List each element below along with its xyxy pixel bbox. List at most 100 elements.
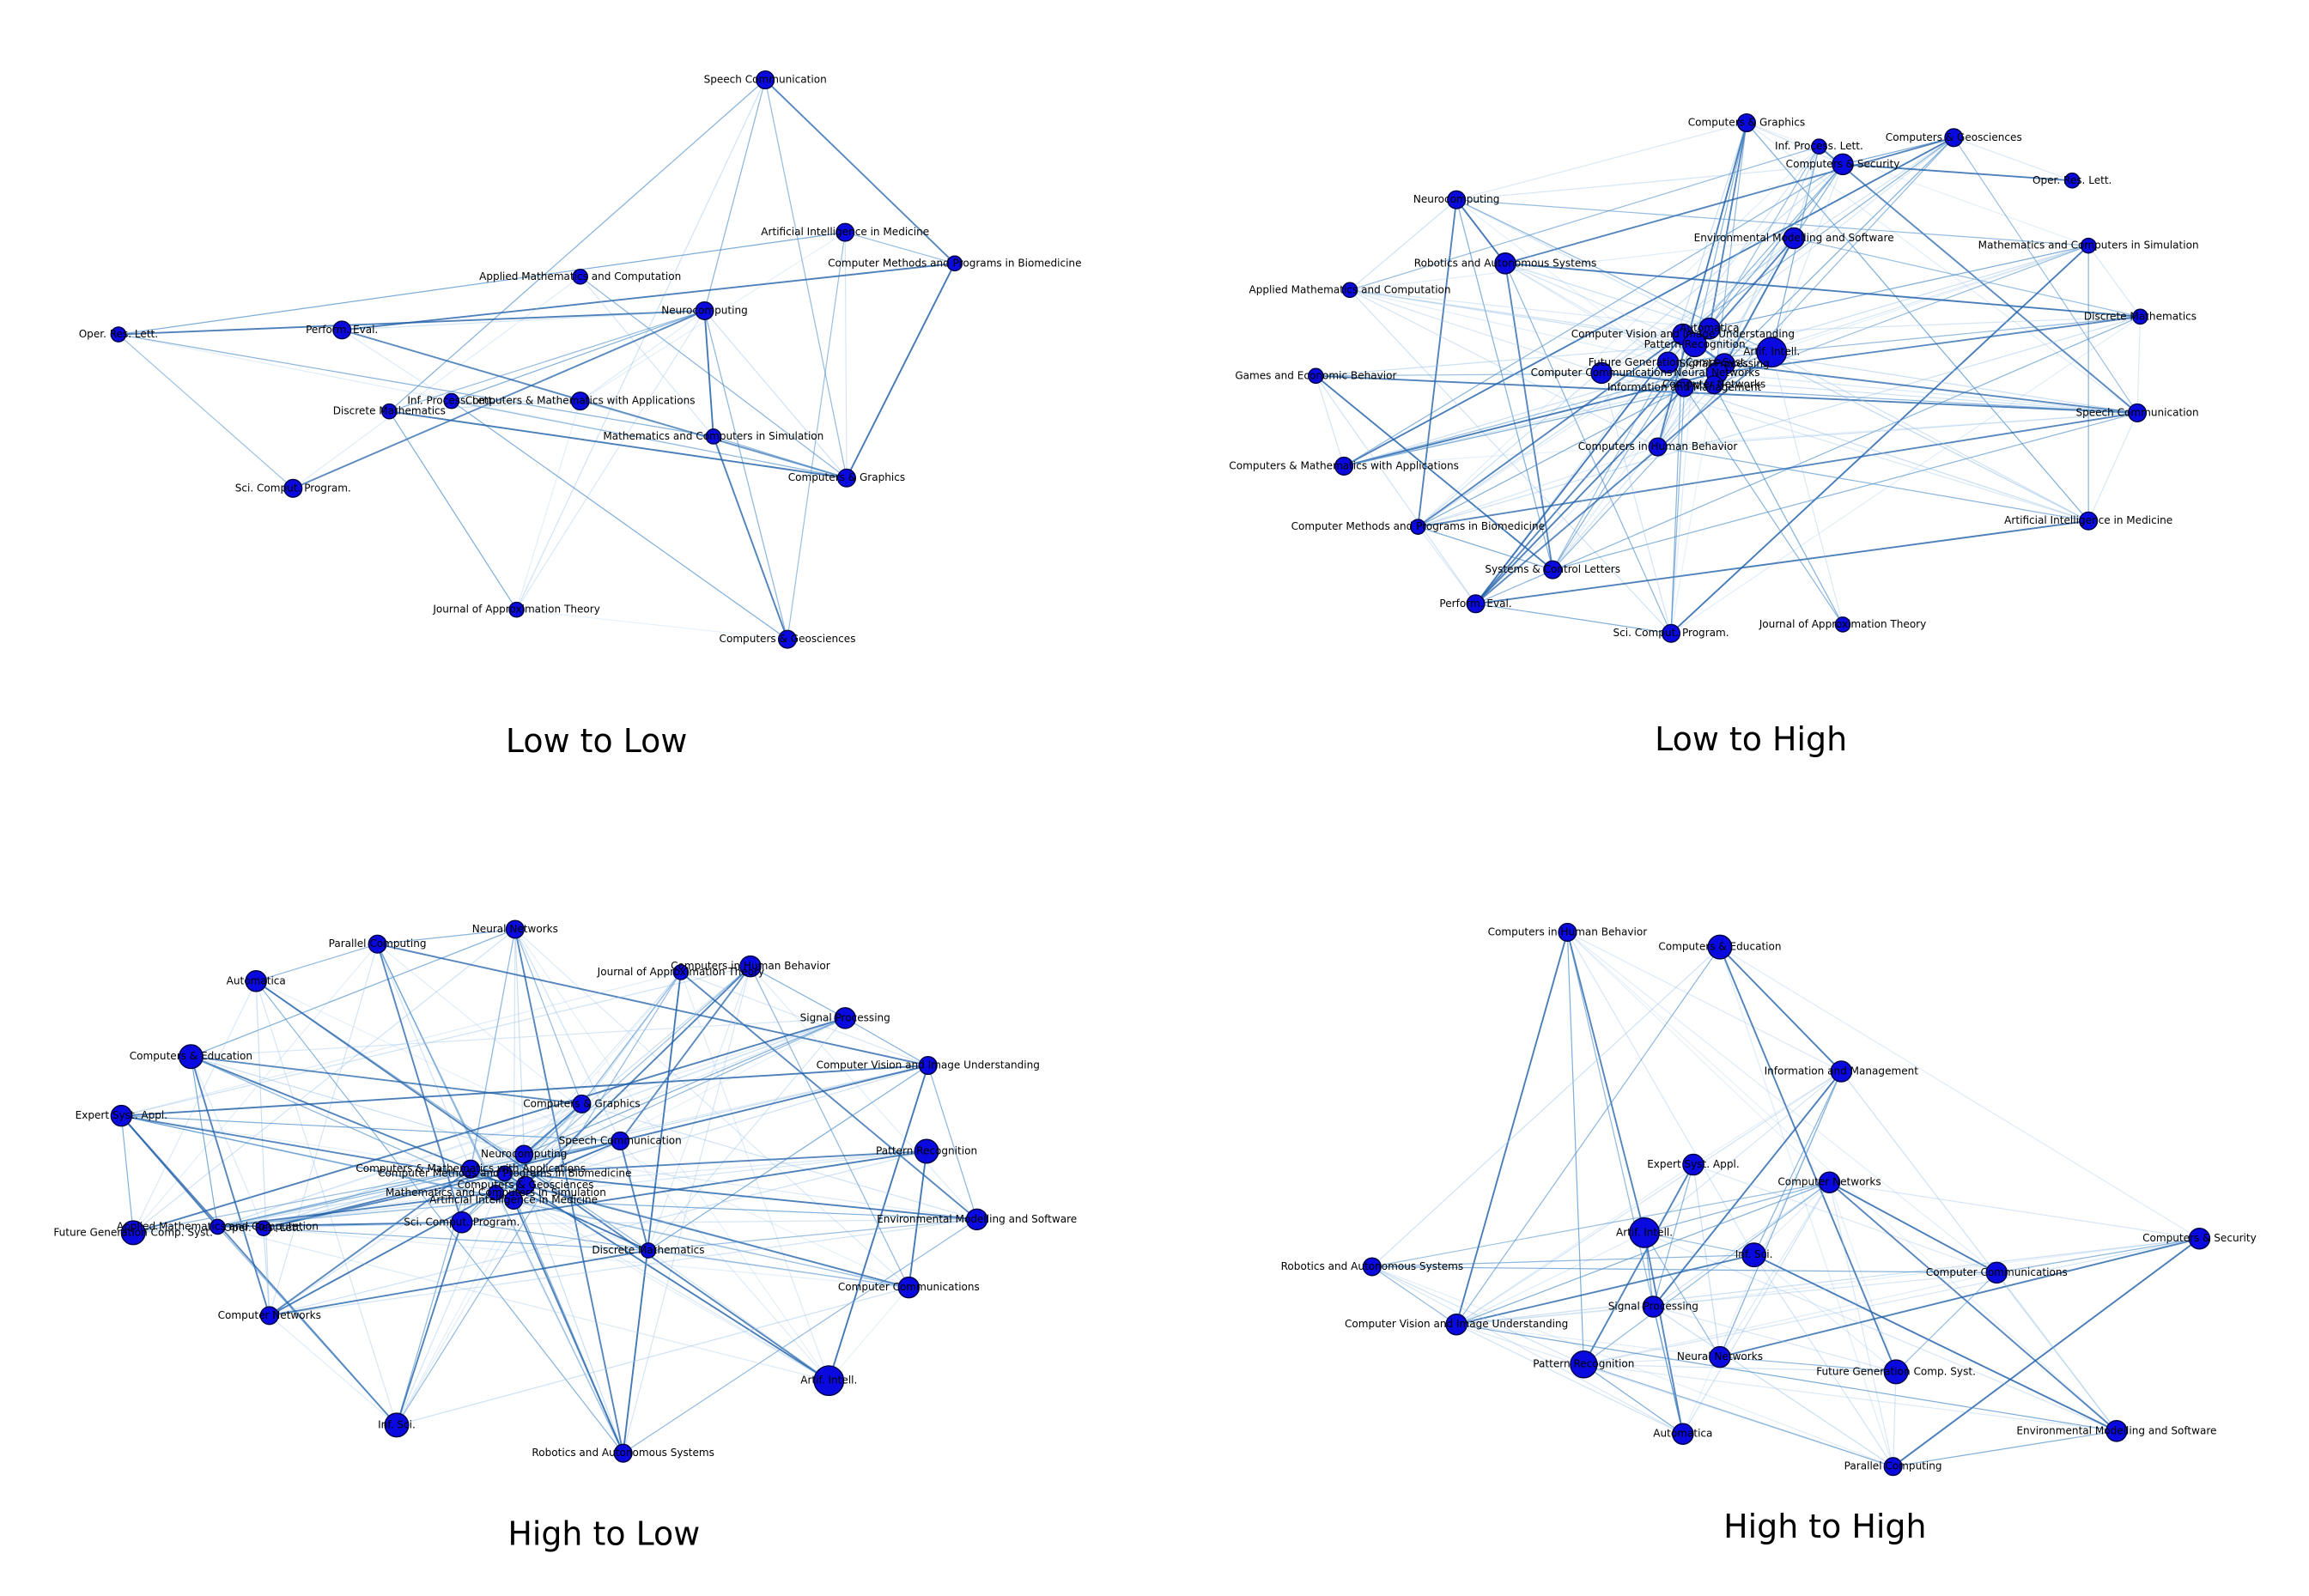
node — [2079, 511, 2099, 531]
edge — [1692, 1164, 1721, 1357]
edge — [1828, 1182, 1894, 1467]
edge — [1456, 1271, 1997, 1326]
node-label: Mathematics and Computers in Simulation — [386, 1186, 606, 1199]
edge — [1456, 1324, 1721, 1358]
node — [283, 478, 303, 498]
edge — [750, 966, 909, 1288]
edge — [1371, 1181, 1830, 1268]
edge — [269, 1103, 582, 1316]
node — [1362, 1257, 1382, 1277]
node — [1704, 375, 1724, 395]
edge — [703, 310, 788, 640]
edge — [451, 400, 848, 479]
edge — [1455, 1253, 1754, 1326]
edge — [269, 1314, 398, 1426]
edge — [1953, 137, 2138, 414]
node-label: Neurocomputing — [1413, 193, 1499, 205]
edge — [1652, 1164, 1694, 1308]
node — [120, 1220, 146, 1246]
edge — [121, 965, 751, 1117]
edge — [1719, 1356, 1897, 1373]
edge — [1793, 146, 1820, 239]
edge — [1753, 1253, 2118, 1432]
edge — [1601, 238, 1795, 373]
node-label: Future Generation Comp. Syst. — [1589, 356, 1748, 368]
node-label: Oper. Res. Lett. — [224, 1222, 303, 1234]
node — [570, 391, 590, 411]
edge — [389, 310, 705, 412]
node — [1682, 1153, 1704, 1176]
edge — [1417, 163, 1844, 528]
node-label: Sci. Comput. Program. — [235, 482, 351, 494]
edge — [713, 435, 848, 479]
node — [1445, 1313, 1467, 1336]
node — [1682, 332, 1708, 358]
edge — [1840, 1071, 2118, 1432]
node-label: Computer Networks — [1662, 379, 1765, 391]
node — [1672, 1423, 1694, 1446]
edge — [377, 944, 471, 1169]
edge — [1746, 122, 2138, 414]
node-label: Parallel Computing — [329, 938, 427, 950]
edge — [1455, 122, 1747, 201]
node — [1832, 153, 1854, 176]
node-label: Speech Communication — [2075, 406, 2198, 418]
edge — [1583, 1181, 1830, 1365]
edge — [1746, 122, 2089, 522]
node — [1783, 227, 1805, 250]
edge — [1793, 163, 1844, 239]
edge — [263, 1228, 270, 1316]
node-label: Neural Networks — [1677, 1350, 1763, 1362]
node — [1570, 1350, 1598, 1379]
edge — [1657, 163, 1844, 447]
node-label: Computers & Education — [1658, 941, 1781, 953]
edge — [1349, 289, 1710, 330]
edge — [121, 1114, 526, 1186]
edge — [1349, 289, 1602, 373]
edge — [703, 310, 714, 437]
node-label: Journal of Approximation Theory — [597, 966, 765, 978]
node-label: Neural Networks — [472, 923, 558, 935]
edge — [680, 971, 978, 1221]
node-label: Computers & Mathematics with Application… — [355, 1162, 586, 1174]
edge — [1719, 1181, 1831, 1357]
edge — [470, 1017, 846, 1170]
edge — [1315, 375, 1553, 571]
edge — [1771, 352, 1844, 625]
edge — [389, 400, 580, 412]
node-label: Computer Methods and Programs in Biomedi… — [378, 1167, 631, 1179]
edge — [1753, 1254, 1894, 1467]
node — [210, 1218, 226, 1235]
edge — [647, 1249, 909, 1289]
node — [918, 1056, 938, 1076]
node — [965, 1208, 988, 1231]
edge — [927, 1065, 978, 1220]
edge — [389, 410, 848, 479]
edge — [121, 1115, 471, 1170]
node — [1662, 623, 1681, 643]
node-label: Computers & Graphics — [1688, 117, 1805, 129]
edge — [1996, 1272, 2118, 1432]
edge — [1418, 411, 2138, 528]
edge — [1709, 245, 2089, 330]
edge — [1746, 122, 1844, 165]
node — [1341, 282, 1358, 299]
edge — [1601, 334, 1684, 373]
edge — [1417, 333, 1684, 528]
node-label: Computers & Mathematics with Application… — [465, 395, 696, 407]
edge — [1552, 387, 1686, 570]
edge — [1475, 146, 1820, 604]
edge — [1723, 146, 1820, 365]
edge — [1583, 1363, 1893, 1467]
edge — [1349, 237, 1795, 291]
edge — [1583, 1271, 1997, 1365]
node-label: Environmental Modelling and Software — [2016, 1424, 2216, 1436]
node — [515, 1175, 535, 1195]
edge — [1566, 932, 1830, 1183]
edge — [1601, 137, 1954, 373]
node-label: Computers & Security — [2142, 1232, 2257, 1244]
edge — [1315, 375, 1477, 604]
node-label: Games and Economic Behavior — [1235, 369, 1396, 381]
node-label: Pattern Recognition — [1533, 1358, 1634, 1370]
edge — [217, 1103, 582, 1228]
